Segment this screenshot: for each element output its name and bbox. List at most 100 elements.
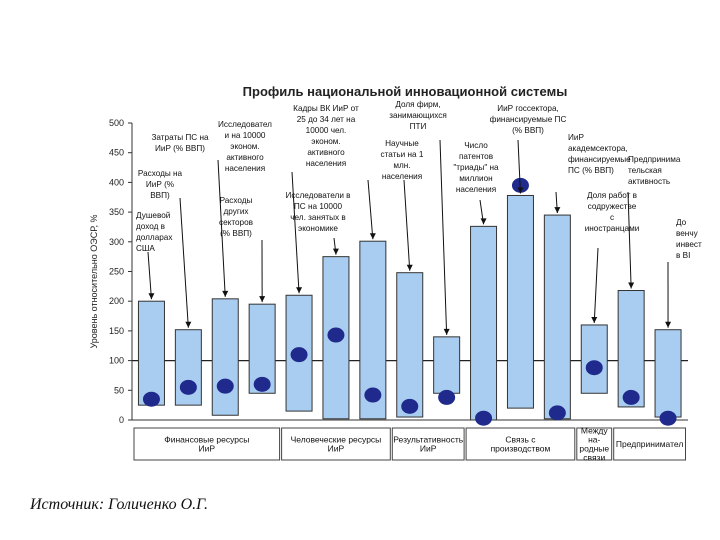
bar-annotation: Число патентов "триады" на миллион населения (453, 141, 499, 194)
bar-annotation-line: "триады" на (453, 163, 499, 172)
arrowhead (296, 287, 303, 294)
annotation-arrow (291, 171, 300, 294)
data-point (364, 387, 382, 403)
bar-annotation-line: Доля фирм, (395, 100, 440, 109)
arrowhead (185, 321, 192, 328)
data-point (216, 378, 234, 394)
arrowhead (480, 218, 487, 225)
annotation-arrow (217, 159, 226, 297)
bar (543, 214, 571, 420)
group-label-line: ИиР (199, 444, 216, 454)
y-tick-label: 500 (109, 118, 124, 128)
bar-annotation: Расходы других секторов (% ВВП) (219, 196, 253, 238)
bar-annotation: До венчу инвест в ВІ (676, 218, 702, 260)
bar-annotation-line: (% ВВП) (512, 126, 544, 135)
group-label-line: Человеческие ресурсы (291, 435, 382, 445)
bar-annotation-line: эконом. (230, 142, 259, 151)
data-point (179, 379, 197, 395)
bar-annotation-line: населения (225, 164, 265, 173)
bar-annotation-line: (% ВВП) (220, 229, 252, 238)
bar-annotation-line: экономике (298, 224, 338, 233)
bar-annotation-line: ВВП) (150, 191, 170, 200)
group-label: Предпринимател (616, 439, 683, 449)
group-label-line: связи (583, 453, 605, 463)
bar-annotation-line: в ВІ (676, 251, 690, 260)
group-box (391, 427, 465, 461)
bar-annotation: Кадры ВК ИиР от 25 до 34 лет на 10000 чел.… (293, 104, 359, 168)
bar (506, 194, 534, 409)
group-label-line: Связь с (505, 435, 536, 445)
bar-annotation: Затраты ПС на ИиР (% ВВП) (151, 133, 208, 153)
data-point (253, 376, 271, 392)
bar-annotation-line: Предпринима (628, 155, 681, 164)
bar-annotation-line: с (610, 213, 614, 222)
bar-annotation-line: населения (456, 185, 496, 194)
bar (211, 298, 239, 416)
bar-annotation-line: ИиР (568, 133, 584, 142)
arrowhead (406, 264, 413, 271)
y-tick-label: 200 (109, 296, 124, 306)
bar-annotation-line: финансируемые ПС (490, 115, 567, 124)
arrowhead (628, 282, 635, 289)
bar-annotation-line: инвест (676, 240, 702, 249)
arrowhead (554, 207, 561, 214)
bar-annotation-line: населения (382, 172, 422, 181)
bar (433, 336, 461, 394)
bar (654, 329, 682, 418)
group-box (133, 427, 281, 461)
arrowhead (222, 290, 229, 297)
y-tick-label: 100 (109, 356, 124, 366)
source-note: Источник: Голиченко О.Г. (30, 496, 209, 513)
bar-annotation-line: Расходы (220, 196, 253, 205)
data-point (327, 327, 345, 343)
bar-annotation-line: активного (226, 153, 264, 162)
bar-annotation-line: ИиР (% (146, 180, 174, 189)
bar-annotation-line: и на 10000 (225, 131, 266, 140)
group-label: Финансовые ресурсы ИиР (164, 435, 249, 454)
bar-annotation-line: США (136, 244, 155, 253)
y-tick-label: 450 (109, 148, 124, 158)
bar-annotation-line: долларах (136, 233, 172, 242)
data-point (585, 360, 603, 376)
bar-annotation: Доля фирм, занимающихся ПТИ (389, 100, 447, 131)
bar-annotation-line: занимающихся (389, 111, 447, 120)
y-tick-label: 300 (109, 237, 124, 247)
y-tick-label: 250 (109, 267, 124, 277)
bar-annotation-line: До (676, 218, 687, 227)
group-box (576, 427, 613, 461)
bar (470, 225, 498, 421)
bar-annotation-line: секторов (219, 218, 253, 227)
bar-annotation-line: ИиР (% ВВП) (155, 144, 205, 153)
bar-annotation-line: иностранцами (585, 224, 640, 233)
group-box (465, 427, 576, 461)
bar-annotation-line: венчу (676, 229, 699, 238)
annotation-arrow (439, 139, 448, 335)
annotation-arrow (147, 251, 152, 300)
annotation-arrow (367, 179, 374, 240)
bar-annotation-line: финансируемые (568, 155, 631, 164)
group-label: Результативность ИиР (393, 435, 463, 454)
bar-annotation-line: активность (628, 177, 670, 186)
group-label-line: Между (581, 426, 608, 436)
y-tick-label: 0 (119, 415, 124, 425)
arrowhead (517, 187, 524, 194)
bar-annotation: Научные статьи на 1 млн. населения (381, 139, 424, 181)
arrowhead (259, 296, 266, 303)
bar (580, 324, 608, 394)
arrowhead (665, 321, 672, 328)
bar-annotation-line: Затраты ПС на (151, 133, 208, 142)
bar-annotation-line: ПТИ (410, 122, 427, 131)
annotation-arrow (627, 191, 632, 289)
group-label-line: ИиР (328, 444, 345, 454)
y-tick-label: 350 (109, 207, 124, 217)
bar-annotation: Расходы на ИиР (% ВВП) (138, 169, 183, 200)
data-point (622, 389, 640, 405)
annotation-arrow (517, 139, 521, 194)
bar-annotation-line: доход в (136, 222, 165, 231)
bar-annotation-line: тельская (628, 166, 662, 175)
bar-annotation: Доля работ в содружестве с иностранцами (585, 191, 640, 233)
annotation-arrow (179, 197, 189, 328)
group-label-line: ИиР (420, 444, 437, 454)
arrowhead (591, 316, 598, 323)
